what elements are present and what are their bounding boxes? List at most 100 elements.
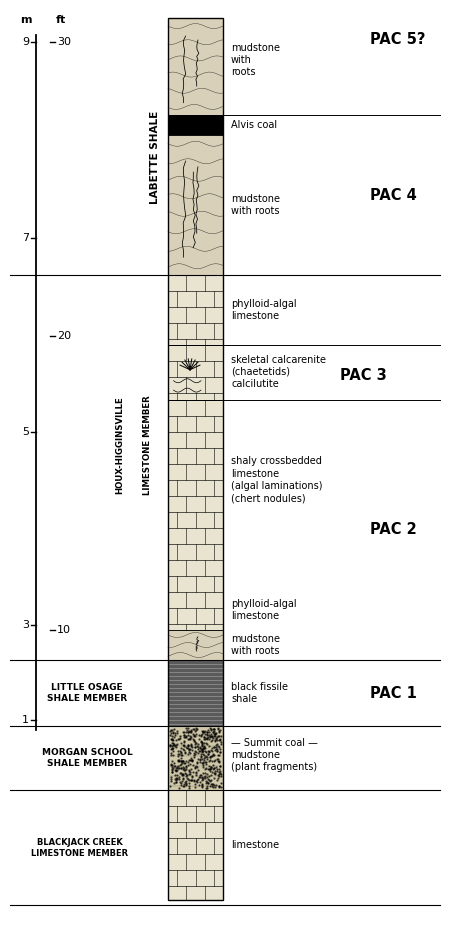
Point <box>211 729 218 744</box>
Text: PAC 4: PAC 4 <box>370 188 417 203</box>
Point <box>175 758 182 773</box>
Point <box>202 773 209 788</box>
Point <box>210 721 217 736</box>
Point <box>198 743 206 758</box>
Point <box>196 741 203 756</box>
Point <box>179 753 186 769</box>
Point <box>184 746 192 761</box>
Point <box>202 755 210 770</box>
Point <box>207 748 214 763</box>
Point <box>176 769 183 785</box>
Point <box>174 747 181 762</box>
Point <box>207 726 215 741</box>
Text: PAC 2: PAC 2 <box>370 522 417 538</box>
Point <box>180 725 187 740</box>
Point <box>217 728 225 743</box>
Point <box>199 755 206 770</box>
Point <box>178 760 185 775</box>
Point <box>201 744 208 759</box>
Point <box>212 742 219 757</box>
Point <box>195 762 202 777</box>
Point <box>202 766 209 781</box>
Point <box>213 761 220 776</box>
Point <box>206 762 213 777</box>
Point <box>206 778 213 793</box>
Point <box>176 753 183 768</box>
Point <box>184 724 191 739</box>
Point <box>170 737 177 753</box>
Point <box>191 729 198 744</box>
Point <box>173 770 180 786</box>
Point <box>186 779 193 794</box>
Point <box>186 746 193 761</box>
Point <box>187 765 194 780</box>
Point <box>186 729 194 744</box>
Point <box>180 779 188 794</box>
Point <box>190 750 197 765</box>
Point <box>206 729 213 744</box>
Point <box>194 754 201 769</box>
Point <box>167 746 175 761</box>
Point <box>172 774 180 789</box>
Point <box>184 740 192 755</box>
Point <box>215 720 222 736</box>
Point <box>178 777 185 792</box>
Point <box>188 723 195 738</box>
Point <box>197 750 204 765</box>
Point <box>191 735 198 750</box>
Point <box>209 753 216 769</box>
Point <box>200 729 207 744</box>
Point <box>216 780 223 795</box>
Text: 1: 1 <box>22 715 29 725</box>
Bar <box>168 726 223 790</box>
Point <box>198 737 206 753</box>
Point <box>209 778 216 793</box>
Text: LITTLE OSAGE
SHALE MEMBER: LITTLE OSAGE SHALE MEMBER <box>47 683 127 703</box>
Point <box>169 732 176 747</box>
Point <box>207 721 215 736</box>
Point <box>182 776 189 791</box>
Point <box>187 732 194 747</box>
Point <box>202 750 209 765</box>
Point <box>196 732 203 747</box>
Point <box>172 762 180 777</box>
Point <box>215 761 222 776</box>
Point <box>171 758 179 773</box>
Point <box>190 772 197 787</box>
Point <box>195 744 202 759</box>
Point <box>180 756 187 771</box>
Point <box>187 772 194 787</box>
Point <box>194 759 201 774</box>
Point <box>206 727 213 742</box>
Point <box>167 773 175 788</box>
Point <box>199 752 206 767</box>
Point <box>173 723 180 738</box>
Point <box>190 721 197 736</box>
Point <box>214 752 221 767</box>
Point <box>200 769 207 785</box>
Point <box>192 773 199 788</box>
Point <box>176 729 184 744</box>
Point <box>204 769 211 785</box>
Point <box>207 762 214 777</box>
Bar <box>168 790 223 900</box>
Point <box>169 740 176 755</box>
Point <box>168 769 175 785</box>
Point <box>190 734 198 749</box>
Point <box>181 735 188 750</box>
Point <box>199 723 207 738</box>
Point <box>186 767 193 782</box>
Point <box>180 738 188 753</box>
Point <box>184 727 191 742</box>
Point <box>195 736 202 752</box>
Point <box>198 727 206 742</box>
Point <box>200 730 207 745</box>
Point <box>177 756 184 771</box>
Point <box>182 744 189 759</box>
Point <box>193 720 200 736</box>
Point <box>168 757 175 772</box>
Point <box>171 738 178 753</box>
Point <box>168 764 176 779</box>
Point <box>202 760 209 775</box>
Point <box>196 768 203 783</box>
